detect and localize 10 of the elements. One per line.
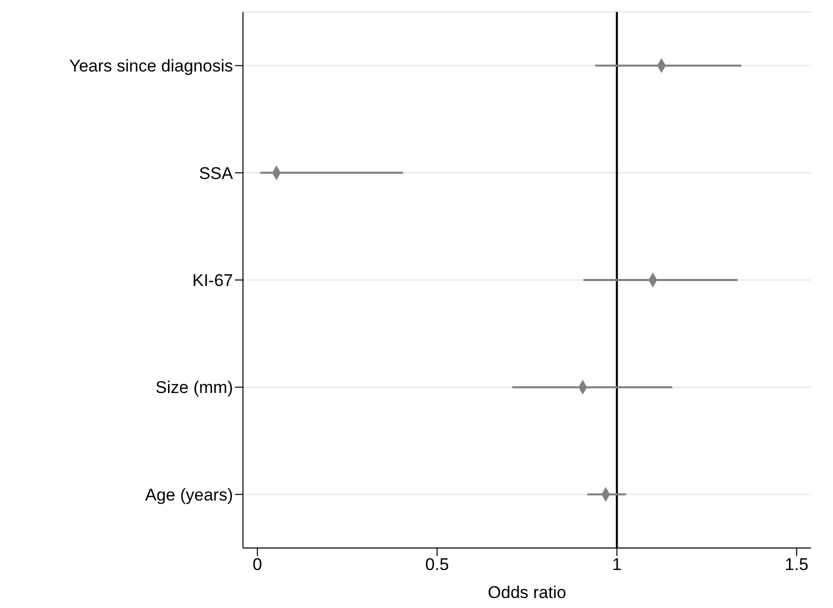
y-tick-label: Size (mm)	[156, 378, 233, 398]
y-tick-label: Years since diagnosis	[69, 56, 233, 76]
x-tick-label: 0	[252, 555, 262, 574]
x-axis-title: Odds ratio	[488, 583, 566, 602]
y-tick-label: SSA	[198, 164, 234, 183]
x-tick-label: 1.5	[784, 555, 808, 574]
y-tick-label: KI-67	[192, 271, 233, 290]
x-tick-label: 1	[612, 555, 622, 574]
x-tick-label: 0.5	[425, 555, 449, 574]
y-tick-label: Age (years)	[145, 485, 233, 504]
